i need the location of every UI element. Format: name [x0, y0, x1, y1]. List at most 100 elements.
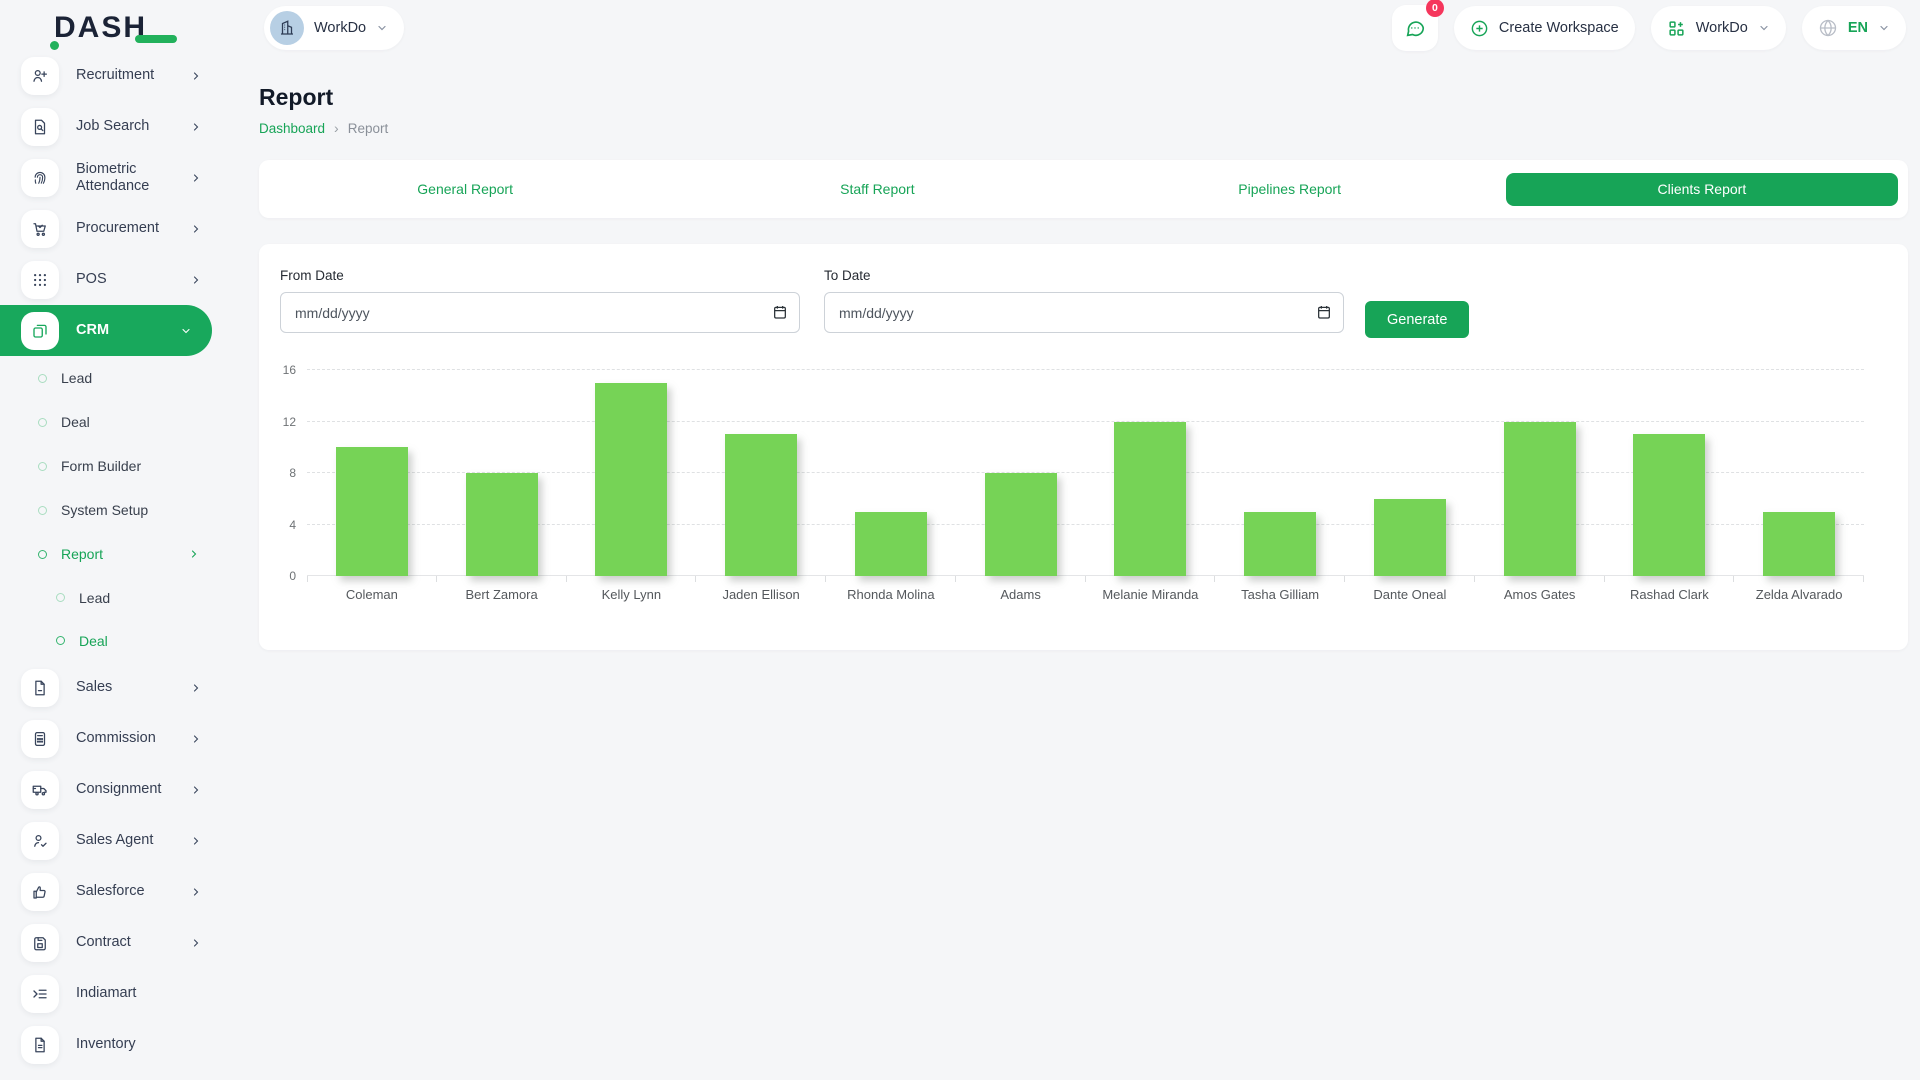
sidebar-subitem-form-builder[interactable]: Form Builder: [0, 444, 228, 488]
calendar-icon[interactable]: [1316, 304, 1332, 320]
sidebar-item-consignment[interactable]: Consignment: [0, 764, 228, 815]
app-logo[interactable]: DASH: [0, 11, 228, 50]
sidebar-item-inventory[interactable]: Inventory: [0, 1019, 228, 1070]
y-tick-label: 16: [282, 363, 296, 377]
sidebar-item-procurement[interactable]: Procurement: [0, 203, 228, 254]
sidebar-item-label: Sales: [76, 679, 113, 696]
sidebar-item-contract[interactable]: Contract: [0, 917, 228, 968]
sidebar-item-crm[interactable]: CRM: [0, 305, 212, 356]
sidebar-subitem-lead[interactable]: Lead: [0, 356, 228, 400]
language-selector[interactable]: EN: [1801, 6, 1906, 50]
sidebar-item-pos[interactable]: POS: [0, 254, 228, 305]
from-date-field: From Date: [280, 268, 800, 333]
to-date-input[interactable]: [824, 292, 1344, 333]
breadcrumb-dashboard-link[interactable]: Dashboard: [259, 120, 326, 136]
messages-button[interactable]: 0: [1391, 0, 1444, 51]
bar-cell: Rhonda Molina: [826, 370, 956, 602]
bar-melanie-miranda[interactable]: [1114, 421, 1187, 576]
chevron-right-icon: [190, 172, 202, 184]
bar-dante-oneal[interactable]: [1373, 498, 1446, 576]
bar-cell: Jaden Ellison: [696, 370, 826, 602]
sidebar-item-biometric-attendance[interactable]: Biometric Attendance: [0, 152, 228, 203]
from-date-input[interactable]: [280, 292, 800, 333]
category-label: Bert Zamora: [465, 587, 538, 602]
sidebar-item-label: Procurement: [76, 220, 160, 237]
sidebar-subitem-report-lead[interactable]: Lead: [0, 576, 228, 619]
save-icon: [21, 923, 59, 962]
subitem-label: Lead: [61, 370, 93, 386]
sidebar-item-sales[interactable]: Sales: [0, 662, 228, 713]
bullet-icon: [56, 593, 65, 602]
truck-icon: [21, 770, 59, 809]
workspace-name: WorkDo: [314, 20, 367, 36]
sidebar-item-job-search[interactable]: Job Search: [0, 101, 228, 152]
category-label: Coleman: [345, 587, 398, 602]
job-search-icon: [21, 107, 59, 146]
sidebar: Recruitment Job Search Biometric Attenda…: [0, 50, 228, 1080]
category-label: Rhonda Molina: [847, 587, 935, 602]
bar-zelda-alvarado[interactable]: [1763, 511, 1836, 576]
create-workspace-button[interactable]: Create Workspace: [1453, 6, 1635, 50]
gridline-4: [307, 523, 1864, 525]
sidebar-item-label: POS: [76, 271, 107, 288]
category-label: Kelly Lynn: [601, 587, 662, 602]
sidebar-subitem-deal[interactable]: Deal: [0, 400, 228, 444]
chevron-down-icon: [180, 325, 192, 337]
bar-coleman[interactable]: [335, 447, 408, 576]
to-date-label: To Date: [824, 268, 871, 283]
building-icon: [281, 20, 293, 35]
workspace-selector[interactable]: WorkDo: [264, 6, 405, 50]
sidebar-subitem-report-deal[interactable]: Deal: [0, 619, 228, 662]
chevron-right-icon: [188, 548, 200, 560]
x-axis-line: [307, 575, 1864, 576]
y-tick-label: 4: [289, 517, 296, 532]
bar-cell: Bert Zamora: [437, 370, 567, 602]
bar-amos-gates[interactable]: [1503, 421, 1576, 576]
messages-badge: 0: [1425, 0, 1444, 17]
inventory-icon: [21, 1025, 59, 1064]
sidebar-item-salesforce[interactable]: Salesforce: [0, 866, 228, 917]
chevron-right-icon: [190, 682, 202, 694]
bar-tasha-gilliam[interactable]: [1244, 511, 1317, 576]
workspace-menu-button[interactable]: WorkDo: [1650, 6, 1786, 50]
calendar-icon[interactable]: [772, 304, 788, 320]
chevron-right-icon: [190, 274, 202, 286]
bar-jaden-ellison[interactable]: [725, 434, 798, 576]
y-tick-label: 0: [289, 569, 296, 583]
sidebar-item-recruitment[interactable]: Recruitment: [0, 50, 228, 101]
bullet-icon: [38, 505, 47, 515]
tab-clients-report[interactable]: Clients Report: [1505, 172, 1898, 206]
sidebar-item-label: Recruitment: [76, 67, 155, 84]
sidebar-subitem-report[interactable]: Report: [0, 532, 228, 576]
tab-general-report[interactable]: General Report: [417, 181, 513, 197]
chevron-down-icon: [1758, 22, 1770, 34]
gridline-12: [307, 420, 1864, 422]
subitem-label: Deal: [61, 414, 90, 430]
sidebar-item-sales-agent[interactable]: Sales Agent: [0, 815, 228, 866]
thumbs-up-icon: [21, 872, 59, 911]
sidebar-item-commission[interactable]: Commission: [0, 713, 228, 764]
grid-dots-icon: [21, 260, 59, 299]
tab-staff-report[interactable]: Staff Report: [840, 181, 915, 197]
chart-bars: Coleman Bert Zamora Kelly Lynn Jaden Elliso…: [307, 370, 1864, 602]
bar-kelly-lynn[interactable]: [595, 382, 668, 576]
bar-bert-zamora[interactable]: [465, 473, 538, 576]
bar-rhonda-molina[interactable]: [854, 511, 927, 576]
generate-button[interactable]: Generate: [1365, 301, 1470, 338]
bar-adams[interactable]: [984, 473, 1057, 576]
chevron-right-icon: [190, 733, 202, 745]
bullet-icon: [38, 549, 47, 559]
chat-icon: [1406, 21, 1424, 37]
sidebar-item-indiamart[interactable]: Indiamart: [0, 968, 228, 1019]
bar-rashad-clark[interactable]: [1633, 434, 1706, 576]
gridline-8: [307, 472, 1864, 473]
sidebar-subitem-system-setup[interactable]: System Setup: [0, 488, 228, 532]
category-label: Adams: [1000, 587, 1041, 602]
fingerprint-icon: [21, 158, 59, 197]
calculator-icon: [21, 719, 59, 758]
tab-pipelines-report[interactable]: Pipelines Report: [1238, 181, 1341, 197]
breadcrumb: Dashboard › Report: [259, 120, 388, 136]
topbar: DASH WorkDo 0 Create Workspace WorkDo: [0, 0, 1920, 56]
chevron-right-icon: [190, 70, 202, 82]
sidebar-item-label: CRM: [76, 322, 110, 339]
